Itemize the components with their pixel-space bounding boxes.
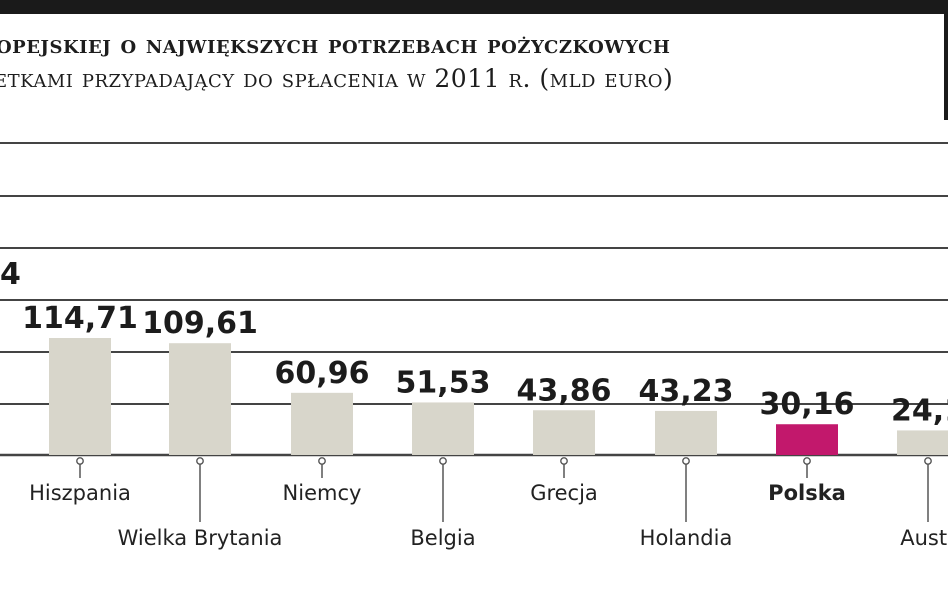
label-marker: [439, 457, 447, 465]
bar-Niemcy: [291, 392, 353, 455]
bar-Holandia: [655, 410, 717, 455]
label-marker: [924, 457, 932, 465]
category-label: Hiszpania: [29, 481, 131, 505]
value-label: 43,86: [517, 373, 612, 408]
bar-Austr: [897, 430, 948, 455]
right-black-bar: [944, 14, 948, 120]
title-line-1: opejskiej o największych potrzebach poży…: [0, 30, 671, 59]
value-label: 60,96: [275, 356, 370, 391]
value-label: 30,16: [760, 387, 855, 422]
bar-Hiszpania: [49, 337, 111, 455]
value-label: 4: [0, 257, 21, 292]
value-label: 109,61: [142, 306, 258, 341]
value-label: 24,1: [891, 393, 948, 428]
bar-Polska: [776, 424, 838, 455]
category-label: Niemcy: [283, 481, 362, 505]
category-label: Austr: [900, 526, 948, 550]
category-label: Wielka Brytania: [118, 526, 283, 550]
label-marker: [318, 457, 326, 465]
label-marker: [682, 457, 690, 465]
category-label: Holandia: [640, 526, 733, 550]
title-line-2: etkami przypadający do spłacenia w 2011 …: [0, 64, 674, 93]
label-marker: [560, 457, 568, 465]
chart-title: opejskiej o największych potrzebach poży…: [0, 30, 948, 100]
value-label: 114,71: [22, 301, 138, 336]
bar-Wielka Brytania: [169, 343, 231, 455]
label-marker: [803, 457, 811, 465]
value-label: 43,23: [639, 374, 734, 409]
category-label: Grecja: [530, 481, 598, 505]
category-label: Polska: [768, 481, 846, 505]
top-black-bar: [0, 0, 948, 14]
label-marker: [76, 457, 84, 465]
category-label: Belgia: [410, 526, 475, 550]
bar-Belgia: [412, 402, 474, 455]
bar-Grecja: [533, 410, 595, 455]
value-label: 51,53: [396, 365, 491, 400]
label-marker: [196, 457, 204, 465]
